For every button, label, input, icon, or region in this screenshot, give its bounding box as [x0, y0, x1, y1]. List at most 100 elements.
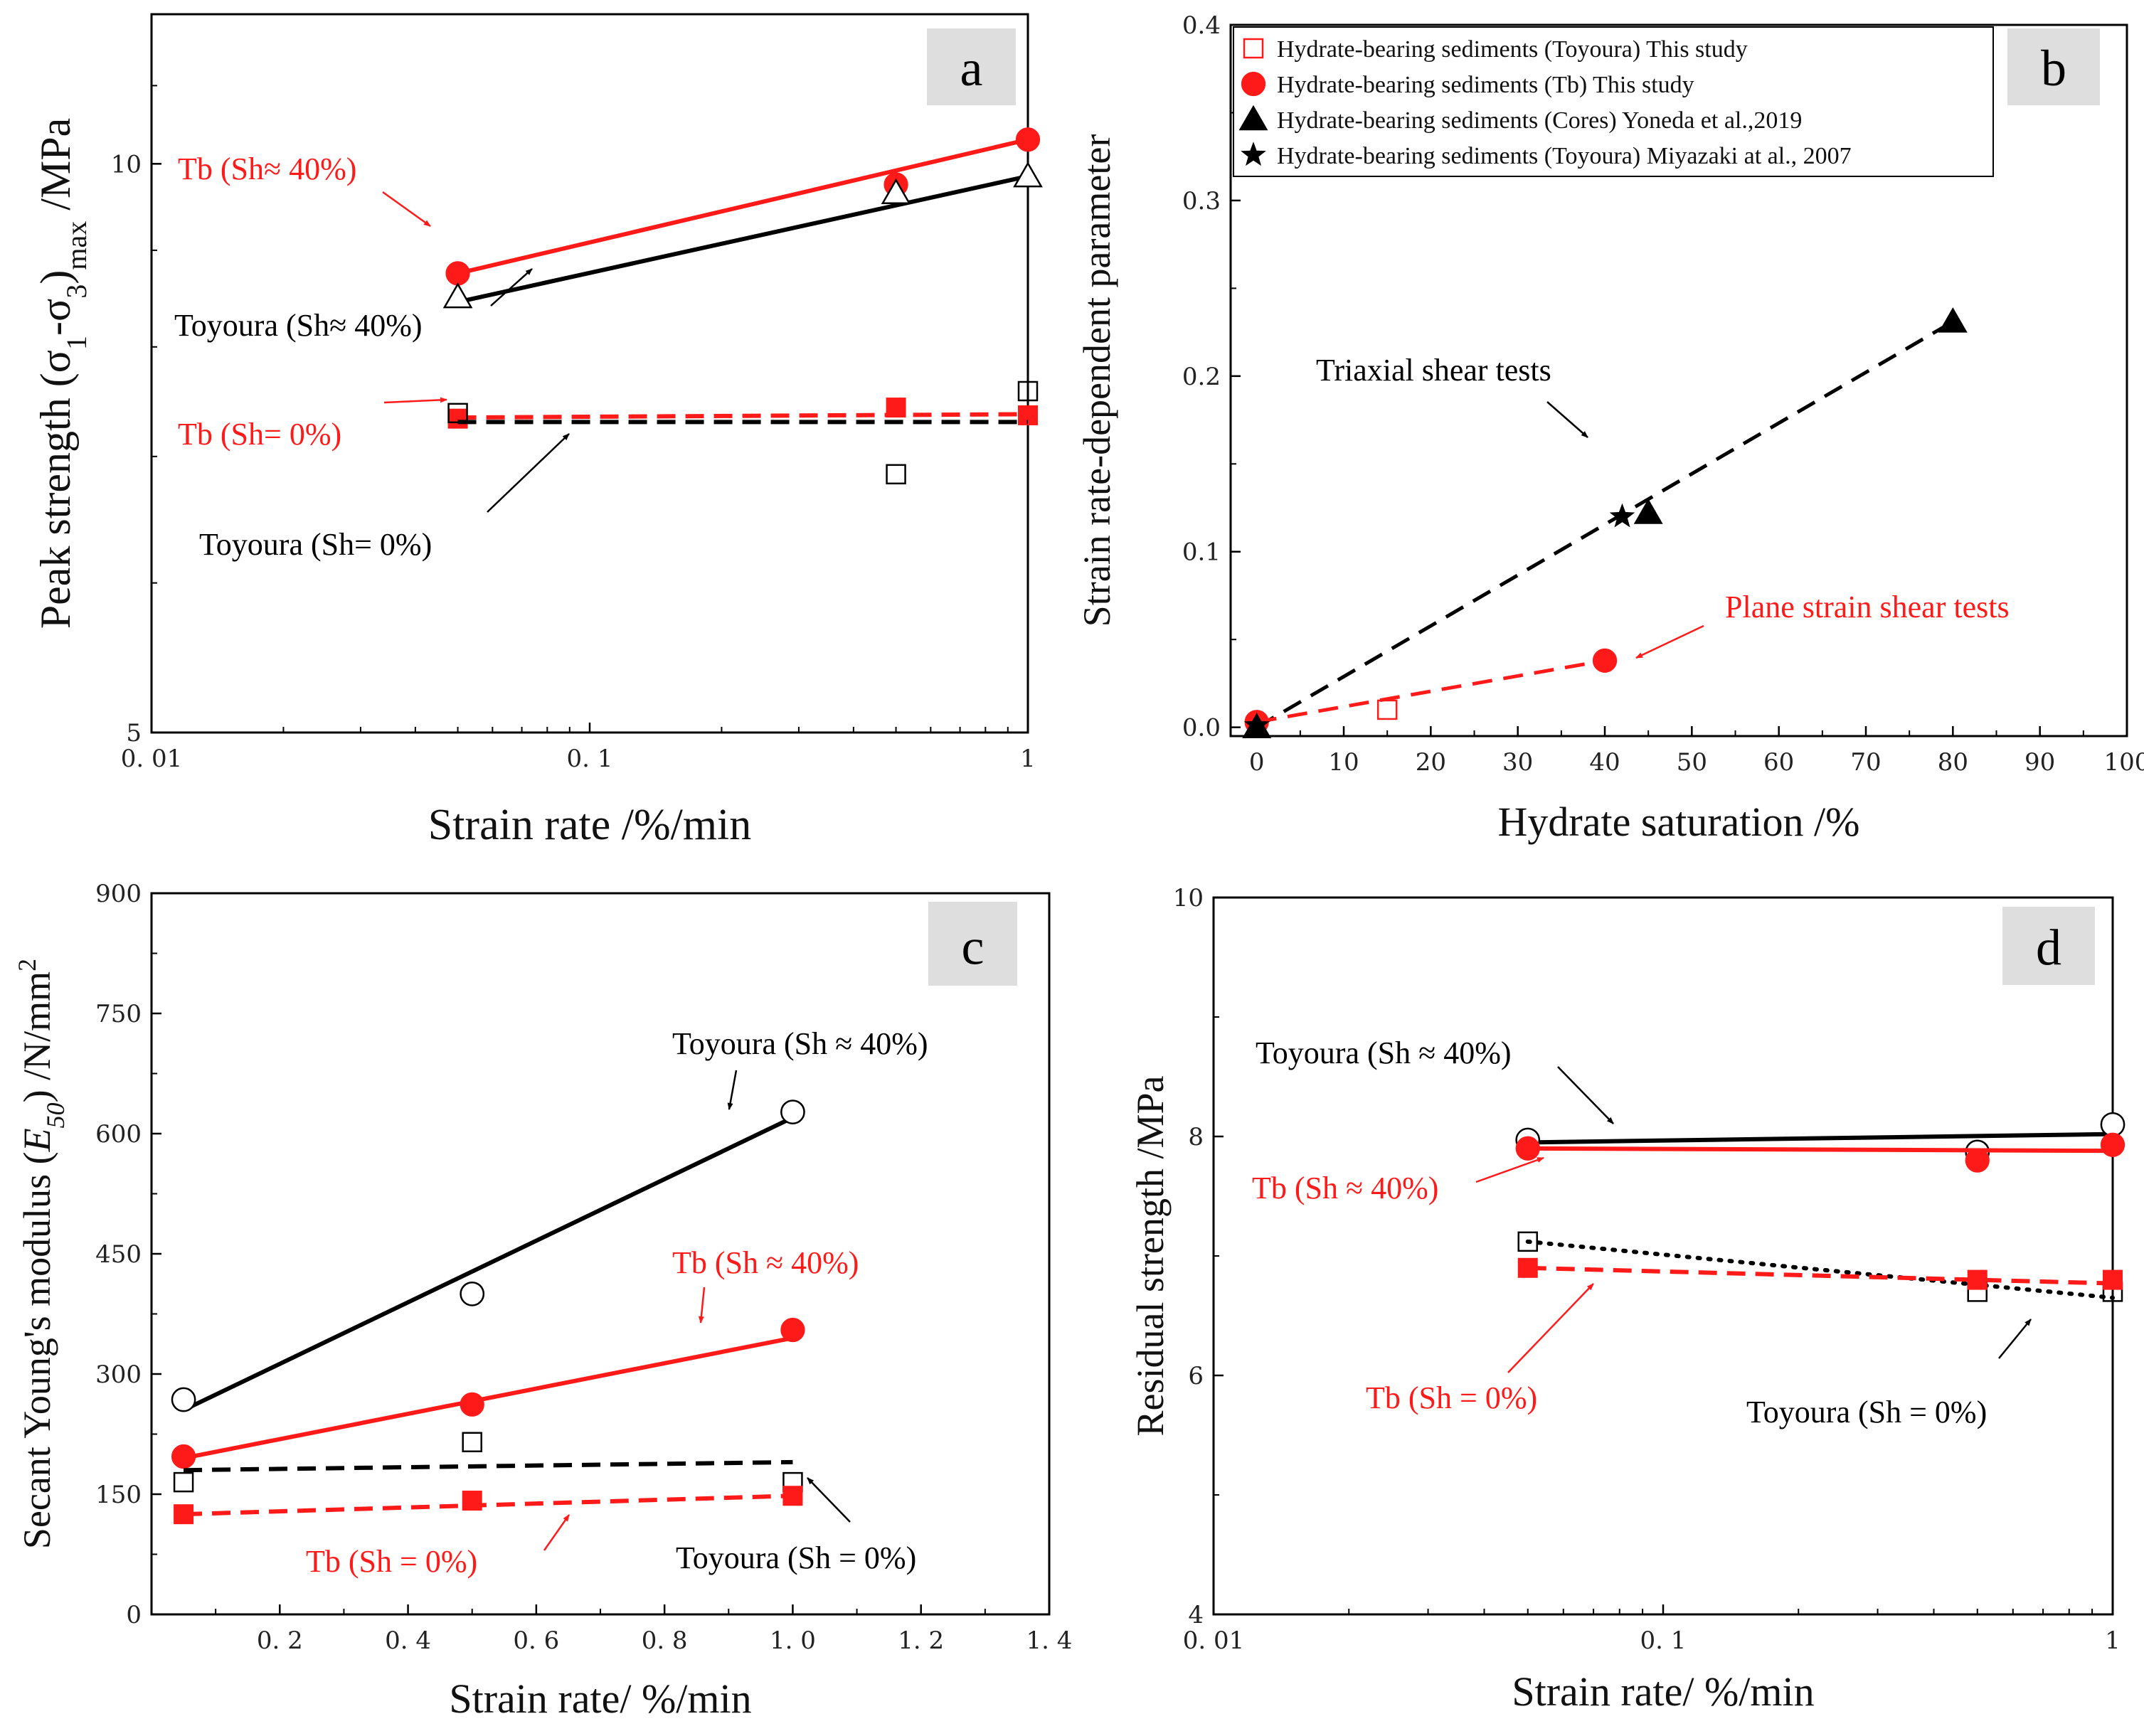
series-1 [1515, 1112, 2126, 1165]
fit-line [457, 137, 1029, 276]
annotation-label: Toyoura (Sh= 0%) [199, 527, 432, 562]
y-tick-label: 0.4 [1182, 11, 1221, 40]
data-point [1609, 503, 1635, 528]
annotation-label: Tb (Sh = 0%) [306, 1544, 477, 1579]
x-tick-label: 30 [1502, 748, 1533, 777]
series-1 [445, 127, 1041, 286]
y-axis-label: Secant Young's modulus (E50) /N/mm2 [13, 959, 70, 1549]
x-tick-label: 90 [2024, 748, 2055, 777]
data-point [462, 1432, 482, 1453]
y-tick-label: 6 [1188, 1362, 1204, 1390]
x-tick-label: 0. 01 [121, 745, 183, 773]
data-point [2100, 1112, 2126, 1137]
legend-label: Hydrate-bearing sediments (Toyoura) Miya… [1277, 143, 1852, 169]
y-axis-label-part: Peak strength (σ [32, 350, 79, 629]
y-tick-label: 0.3 [1182, 187, 1221, 215]
data-point [886, 398, 906, 418]
x-tick-label: 0. 8 [642, 1626, 688, 1655]
data-point [1515, 1136, 1540, 1161]
x-tick-label: 20 [1416, 748, 1446, 777]
y-tick-label: 600 [95, 1120, 142, 1149]
x-tick-label: 50 [1677, 748, 1707, 777]
series-4 [174, 1486, 803, 1525]
x-tick-label: 0. 01 [1183, 1626, 1245, 1655]
annotation-arrow [1546, 401, 1588, 438]
legend-marker [1238, 105, 1268, 131]
data-point [881, 178, 911, 204]
series-4 [1243, 503, 1635, 737]
annotation-label: Tb (Sh= 0%) [178, 417, 341, 452]
x-tick-label: 0. 4 [385, 1626, 431, 1655]
x-tick-label: 60 [1763, 748, 1794, 777]
legend-marker [1243, 38, 1264, 59]
annotation-arrow [727, 1070, 738, 1110]
series-3 [1517, 1231, 2123, 1302]
y-tick-label: 450 [95, 1240, 142, 1269]
data-point [1938, 307, 1968, 333]
annotation-arrow [490, 268, 533, 307]
fit-line [1256, 320, 1954, 729]
x-tick-label: 0 [1249, 748, 1265, 777]
annotation-label: Tb (Sh = 0%) [1366, 1380, 1537, 1415]
panel-a: a 0. 01 0. 1 1 5 10 Strain rate /%/min Peak str… [32, 13, 1043, 849]
panel-label-box [2002, 907, 2095, 985]
fit-line [457, 412, 1029, 420]
series-4 [447, 380, 1039, 485]
fit-line [1527, 1131, 2113, 1145]
data-point [780, 1317, 805, 1343]
data-point [1633, 499, 1663, 524]
annotation-arrow [1557, 1066, 1614, 1124]
annotation-arrow [382, 191, 431, 228]
y-axis-label-part: E [16, 1128, 58, 1152]
annotation-arrow [1998, 1319, 2032, 1359]
x-axis-label: Strain rate /%/min [428, 801, 752, 849]
data-point [442, 282, 473, 309]
plot-frame [150, 13, 1029, 734]
series-4 [1517, 1257, 2123, 1290]
y-axis-label-part: 50 [41, 1102, 70, 1128]
data-point [780, 1099, 805, 1124]
annotation-label: Plane strain shear tests [1725, 590, 2010, 624]
x-tick-label: 1. 4 [1026, 1626, 1073, 1655]
data-point [886, 464, 906, 485]
x-tick-label: 0. 2 [257, 1626, 303, 1655]
annotation-label: Tb (Sh≈ 40%) [178, 151, 356, 186]
annotation-arrow [807, 1477, 851, 1523]
annotation-label: Toyoura (Sh = 0%) [676, 1540, 916, 1575]
x-axis-label: Hydrate saturation /% [1498, 799, 1860, 845]
legend-label: Hydrate-bearing sediments (Toyoura) This… [1277, 36, 1748, 63]
data-point [462, 1491, 482, 1511]
fit-line [1256, 659, 1606, 724]
legend-marker [1241, 142, 1266, 166]
x-tick-label: 10 [1328, 748, 1359, 777]
annotation-arrow [1475, 1156, 1544, 1183]
panel-label: a [960, 40, 983, 97]
data-point [1013, 161, 1043, 188]
series-2 [1244, 648, 1618, 735]
y-tick-label: 0.2 [1182, 363, 1221, 391]
x-tick-label: 1 [1020, 745, 1036, 773]
y-tick-label: 5 [126, 719, 142, 747]
series-1 [1376, 699, 1398, 720]
y-tick-label: 750 [95, 1000, 142, 1028]
x-tick-label: 100 [2104, 748, 2144, 777]
y-axis-label-part: 3 [60, 284, 92, 299]
y-axis-label-part: 2 [13, 959, 41, 971]
series-2 [171, 1317, 805, 1469]
y-tick-label: 0.0 [1182, 714, 1221, 742]
annotation-arrow [698, 1287, 706, 1324]
data-point [1015, 127, 1041, 152]
annotation-label: Triaxial shear tests [1316, 353, 1551, 388]
y-axis-label-part: /MPa [32, 118, 79, 221]
x-tick-label: 1. 0 [770, 1626, 816, 1655]
y-axis-label: Strain rate-dependent parameter [1076, 134, 1118, 627]
legend-label: Hydrate-bearing sediments (Tb) This stud… [1277, 72, 1694, 98]
data-point [460, 1281, 485, 1306]
data-point [173, 1471, 194, 1493]
panel-label: d [2036, 919, 2061, 976]
panel-label-box [2007, 28, 2100, 105]
data-point [2100, 1132, 2126, 1157]
plot-frame [1229, 23, 2128, 737]
annotation-arrow [487, 433, 570, 513]
